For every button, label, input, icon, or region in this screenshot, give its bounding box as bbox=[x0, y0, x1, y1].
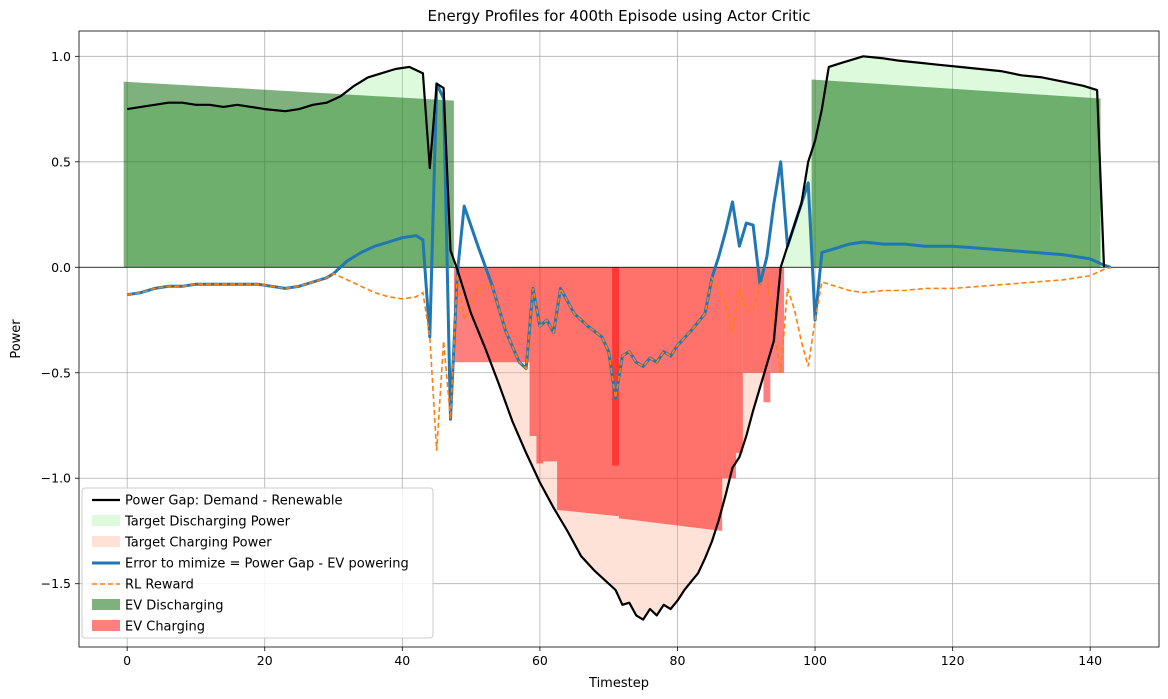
chart-title: Energy Profiles for 400th Episode using … bbox=[428, 7, 811, 25]
legend-label-target_charging: Target Charging Power bbox=[124, 536, 272, 551]
x-tick-label-0: 0 bbox=[123, 653, 131, 668]
ev-bars bbox=[123, 79, 1101, 531]
legend-label-rl_reward: RL Reward bbox=[125, 578, 194, 593]
y-axis-ticks: −1.5 −1.0 −0.5 0.0 0.5 1.0 bbox=[41, 49, 79, 591]
legend-swatch-ev_discharging bbox=[92, 599, 120, 610]
rl-reward-line bbox=[127, 266, 1112, 451]
legend-label-ev_discharging: EV Discharging bbox=[125, 599, 223, 614]
ev-charging-bar-0 bbox=[453, 267, 530, 363]
x-axis-ticks: 0 20 40 60 80 100 120 140 bbox=[123, 647, 1102, 668]
y-axis-title: Power bbox=[9, 319, 24, 359]
series-lines bbox=[126, 55, 1112, 621]
y-tick-label-4: 0.5 bbox=[51, 154, 71, 169]
ev-charging-bar-6 bbox=[619, 267, 723, 531]
ev-charging-bar-2 bbox=[536, 267, 544, 464]
legend-swatch-ev_charging bbox=[92, 620, 120, 631]
x-tick-label-1: 20 bbox=[257, 653, 273, 668]
ev-charging-bar-7 bbox=[722, 267, 736, 479]
x-axis-title: Timestep bbox=[588, 676, 649, 691]
plot-frame bbox=[78, 30, 1160, 648]
ev-charging-bar-11 bbox=[763, 267, 771, 403]
legend-swatch-target_charging bbox=[92, 536, 120, 547]
y-tick-label-1: −1.0 bbox=[41, 471, 71, 486]
legend-label-ev_charging: EV Charging bbox=[125, 620, 205, 635]
ev-discharging-bar-1 bbox=[811, 79, 1101, 268]
x-tick-label-4: 80 bbox=[670, 653, 686, 668]
ev-charging-bar-5 bbox=[612, 267, 619, 466]
y-tick-label-2: −0.5 bbox=[41, 365, 71, 380]
y-tick-label-0: −1.5 bbox=[41, 576, 71, 591]
ev-charging-bar-9 bbox=[742, 267, 757, 373]
plot-area bbox=[79, 55, 1159, 621]
ev-discharging-bar-0 bbox=[123, 81, 454, 268]
x-tick-label-5: 100 bbox=[803, 653, 827, 668]
ev-charging-bar-8 bbox=[735, 267, 743, 453]
ev-charging-bar-12 bbox=[770, 267, 785, 373]
y-tick-label-3: 0.0 bbox=[51, 260, 71, 275]
x-tick-label-6: 120 bbox=[941, 653, 965, 668]
x-tick-label-2: 40 bbox=[394, 653, 410, 668]
chart-legend: Power Gap: Demand - Renewable Target Disc… bbox=[81, 487, 434, 639]
x-tick-label-7: 140 bbox=[1078, 653, 1102, 668]
x-tick-label-3: 60 bbox=[532, 653, 548, 668]
legend-label-target_discharging: Target Discharging Power bbox=[124, 515, 291, 530]
ev-charging-bar-3 bbox=[543, 267, 558, 462]
legend-label-error: Error to mimize = Power Gap - EV powerin… bbox=[125, 557, 409, 572]
legend-box bbox=[81, 487, 434, 639]
ev-charging-bar-4 bbox=[557, 267, 619, 517]
ev-charging-bar-10 bbox=[756, 267, 764, 373]
legend-label-power_gap: Power Gap: Demand - Renewable bbox=[125, 494, 342, 509]
legend-swatch-target_discharging bbox=[92, 515, 120, 526]
power-gap-line bbox=[127, 55, 1106, 621]
y-tick-label-5: 1.0 bbox=[51, 49, 71, 64]
